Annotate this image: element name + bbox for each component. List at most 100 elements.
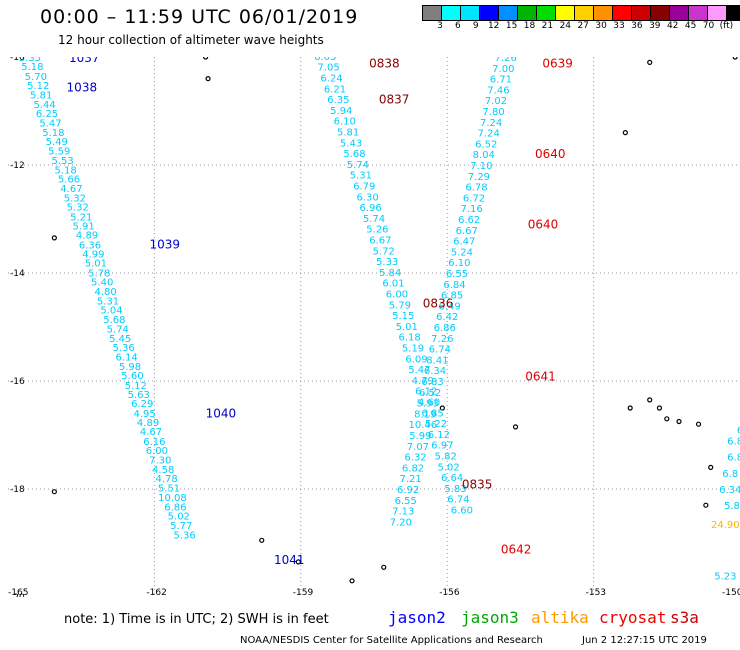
- wave-height-value: 6.05: [314, 57, 336, 63]
- pass-time-label: 0639: [542, 57, 573, 70]
- color-swatch-0: [422, 5, 442, 21]
- wave-height-value: 5.04: [100, 306, 122, 317]
- pass-time-label: 1040: [206, 406, 237, 420]
- island-outline: [664, 416, 670, 422]
- wave-height-value: 5.32: [67, 203, 89, 214]
- wave-height-value: 6.85: [441, 291, 463, 302]
- wave-height-value: 5.81: [30, 90, 52, 101]
- wave-height-value: 7.13: [392, 507, 414, 518]
- wave-height-value: 6.8: [727, 453, 740, 464]
- wave-height-value: 4.67: [60, 184, 82, 195]
- color-scale-bar: [422, 5, 740, 21]
- wave-height-value: 6.55: [446, 269, 468, 280]
- wave-height-value: 5.88: [724, 501, 740, 512]
- wave-height-value: 6.49: [439, 301, 461, 312]
- wave-height-value: 6.82: [402, 463, 424, 474]
- wave-height-value: 5.79: [389, 300, 411, 311]
- wave-height-value: 6.78: [465, 183, 487, 194]
- wave-height-value: 6.29: [131, 399, 153, 410]
- wave-height-value: 6.16: [143, 437, 165, 448]
- latitude-tick-label: -16: [10, 377, 25, 387]
- wave-height-value: 7.29: [468, 172, 490, 183]
- color-scale-label: 39: [649, 21, 661, 31]
- color-swatch-16: [726, 5, 740, 21]
- color-swatch-4: [498, 5, 518, 21]
- wave-height-value: 5.36: [174, 530, 196, 541]
- wave-height-value: 5.01: [85, 259, 107, 270]
- island-outline: [656, 405, 663, 411]
- wave-height-value: 6.79: [353, 182, 375, 193]
- color-swatch-15: [707, 5, 727, 21]
- latitude-tick-label: -20: [10, 593, 25, 597]
- island-outline: [295, 559, 301, 565]
- wave-height-value: 6.96: [359, 203, 381, 214]
- wave-height-value: 7.30: [149, 455, 171, 466]
- color-swatch-12: [650, 5, 670, 21]
- wave-height-value: 5.32: [64, 193, 86, 204]
- wave-height-value: 7.24: [478, 129, 500, 140]
- pass-time-label: 0838: [369, 57, 400, 70]
- wave-height-value: 6.72: [463, 193, 485, 204]
- wave-height-value: 4.79: [412, 376, 434, 387]
- color-scale-label: 36: [631, 21, 643, 31]
- wave-height-value: 6.25: [36, 109, 58, 120]
- wave-height-value: 5.12: [125, 381, 147, 392]
- wave-height-value: 5.68: [343, 149, 365, 160]
- wave-height-map: 5.35 5.18 5.70 5.12 5.81 5.44 6.25 5.47 5.18 5.49…: [8, 57, 740, 597]
- wave-height-value: 5.01: [396, 322, 418, 333]
- pass-time-label: 1041: [274, 553, 305, 567]
- wave-height-value: 5.74: [347, 160, 369, 171]
- island-outline: [622, 129, 628, 136]
- wave-height-value: 5.81: [337, 128, 359, 139]
- wave-height-value: 6.83: [421, 377, 443, 388]
- wave-height-value: 5.36: [113, 343, 135, 354]
- color-scale-label: 70: [702, 21, 715, 31]
- color-scale-label: 33: [613, 21, 625, 31]
- island-outline: [381, 564, 387, 570]
- generated-timestamp: Jun 2 12:27:15 UTC 2019: [582, 635, 707, 646]
- color-swatch-8: [574, 5, 594, 21]
- wave-height-value: 5.68: [103, 315, 125, 326]
- color-swatch-1: [441, 5, 461, 21]
- wave-height-value: 6.67: [456, 226, 478, 237]
- longitude-tick-label: -159: [293, 588, 314, 597]
- wave-height-value: 6.74: [447, 495, 469, 506]
- color-scale-label: 27: [577, 21, 589, 31]
- wave-height-value: 6.71: [490, 75, 512, 86]
- wave-height-value: 5.02: [168, 511, 190, 522]
- pass-time-label: 0640: [528, 217, 559, 231]
- wave-height-value: 6.67: [369, 236, 391, 247]
- longitude-tick-label: -153: [586, 588, 606, 597]
- wave-height-value: 5.35: [19, 57, 41, 64]
- color-scale-label: 3: [437, 21, 443, 31]
- wave-height-value: 8.41: [426, 355, 448, 366]
- color-scale-label: 24: [559, 21, 572, 31]
- color-scale-label: 6: [455, 21, 461, 31]
- wave-height-value: 7.21: [399, 474, 421, 485]
- island-outline: [512, 424, 519, 430]
- wave-height-value: 6.12: [415, 387, 437, 398]
- wave-height-value: 7.02: [485, 96, 507, 107]
- wave-height-value: 7.46: [487, 85, 509, 96]
- color-scale-labels: 3 6 9 12 15 18 21 24 27 30 33 36 39 42 45 70 (ft): [423, 21, 740, 35]
- wave-height-value: 5.74: [363, 214, 385, 225]
- island-outline: [51, 489, 57, 495]
- wave-height-value: 5.31: [350, 171, 372, 182]
- latitude-tick-label: -18: [10, 485, 25, 495]
- wave-height-value: 7.10: [470, 161, 492, 172]
- wave-height-value: 5.49: [46, 137, 68, 148]
- wave-height-value: 5.94: [330, 106, 352, 117]
- wave-height-value: 4.67: [140, 427, 162, 438]
- wave-height-value: 6.86: [164, 502, 186, 513]
- wave-height-value: 6.01: [382, 279, 404, 290]
- legend-cryosat: cryosat: [599, 608, 667, 627]
- color-swatch-9: [593, 5, 613, 21]
- wave-height-value: 5.60: [121, 371, 143, 382]
- legend-s3a: s3a: [670, 608, 699, 627]
- color-swatch-11: [631, 5, 651, 21]
- wave-height-value: 5.70: [25, 72, 47, 83]
- pass-time-label: 0835: [462, 478, 493, 492]
- wave-height-value: 5.47: [408, 365, 430, 376]
- wave-height-value: 5.91: [73, 221, 95, 232]
- wave-height-value: 5.83: [444, 484, 466, 495]
